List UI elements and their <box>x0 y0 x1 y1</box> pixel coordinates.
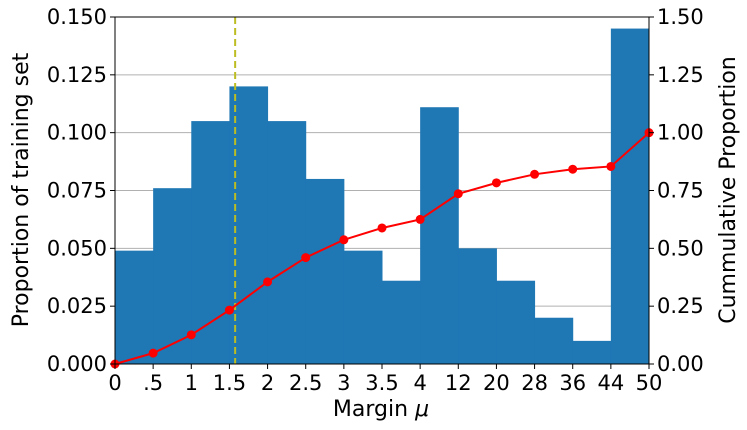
histogram-bar <box>534 317 574 364</box>
histogram-bar <box>153 188 192 364</box>
x-tick-label: 50 <box>636 371 663 395</box>
y-axis-left-ticks: 0.000 0.025 0.050 0.075 0.100 0.125 0.150 <box>47 5 115 376</box>
histogram-bar <box>458 248 497 364</box>
y-left-tick-label: 0.025 <box>47 294 107 318</box>
cumulative-point <box>491 178 501 188</box>
x-tick-label: 3 <box>337 371 350 395</box>
cumulative-point <box>263 277 273 287</box>
cumulative-line-group <box>110 128 654 369</box>
x-tick-label: 1 <box>185 371 198 395</box>
x-tick-label: 3.5 <box>365 371 398 395</box>
y-left-tick-label: 0.075 <box>47 179 107 203</box>
y-right-tick-label: 1.50 <box>657 5 704 29</box>
x-tick-label: 28 <box>521 371 548 395</box>
cumulative-point <box>377 223 387 233</box>
y-right-tick-label: 1.00 <box>657 121 704 145</box>
x-tick-label: 2 <box>261 371 274 395</box>
y-axis-right-title: Cummulative Proportion <box>716 56 741 324</box>
x-tick-label: 44 <box>597 371 624 395</box>
cumulative-point <box>530 169 540 179</box>
histogram-bar <box>305 178 345 364</box>
y-left-tick-label: 0.125 <box>47 63 107 87</box>
x-tick-label: 20 <box>483 371 510 395</box>
cumulative-point <box>606 161 616 171</box>
cumulative-point <box>453 189 463 199</box>
histogram-bar <box>610 28 650 365</box>
x-tick-label: 36 <box>559 371 586 395</box>
x-tick-label: 4 <box>413 371 426 395</box>
histogram-bars <box>115 28 650 365</box>
y-axis-left-title: Proportion of training set <box>9 52 34 327</box>
histogram-bar <box>267 121 307 364</box>
histogram-bar <box>496 280 536 364</box>
y-left-tick-label: 0.050 <box>47 236 107 260</box>
x-tick-label: 1.5 <box>213 371 246 395</box>
x-tick-label: 12 <box>445 371 472 395</box>
histogram-bar <box>382 280 421 364</box>
y-left-tick-label: 0.150 <box>47 5 107 29</box>
histogram-bar <box>343 250 383 364</box>
y-right-tick-label: 0.00 <box>657 352 704 376</box>
cumulative-point <box>415 214 425 224</box>
histogram-bar <box>191 121 230 364</box>
y-left-tick-label: 0.100 <box>47 121 107 145</box>
x-tick-label: .5 <box>143 371 163 395</box>
histogram-bar <box>420 107 459 364</box>
x-axis-title: Margin μ <box>333 397 429 422</box>
y-axis-right-ticks: 0.00 0.25 0.50 0.75 1.00 1.25 1.50 <box>649 5 704 376</box>
cumulative-point <box>301 253 311 263</box>
y-right-tick-label: 0.50 <box>657 236 704 260</box>
cumulative-point <box>568 164 578 174</box>
y-left-tick-label: 0.000 <box>47 352 107 376</box>
cumulative-point <box>186 330 196 340</box>
histogram-bar <box>572 340 612 364</box>
histogram-bar <box>115 250 154 364</box>
cumulative-point <box>224 305 234 315</box>
y-right-tick-label: 0.25 <box>657 294 704 318</box>
x-axis-ticks: 0 .5 1 1.5 2 2.5 3 3.5 4 12 20 28 36 44 50 <box>108 364 662 395</box>
x-tick-label: 2.5 <box>289 371 322 395</box>
cumulative-point <box>339 235 349 245</box>
y-right-tick-label: 1.25 <box>657 63 704 87</box>
cumulative-point <box>148 348 158 358</box>
y-right-tick-label: 0.75 <box>657 179 704 203</box>
x-tick-label: 0 <box>108 371 121 395</box>
